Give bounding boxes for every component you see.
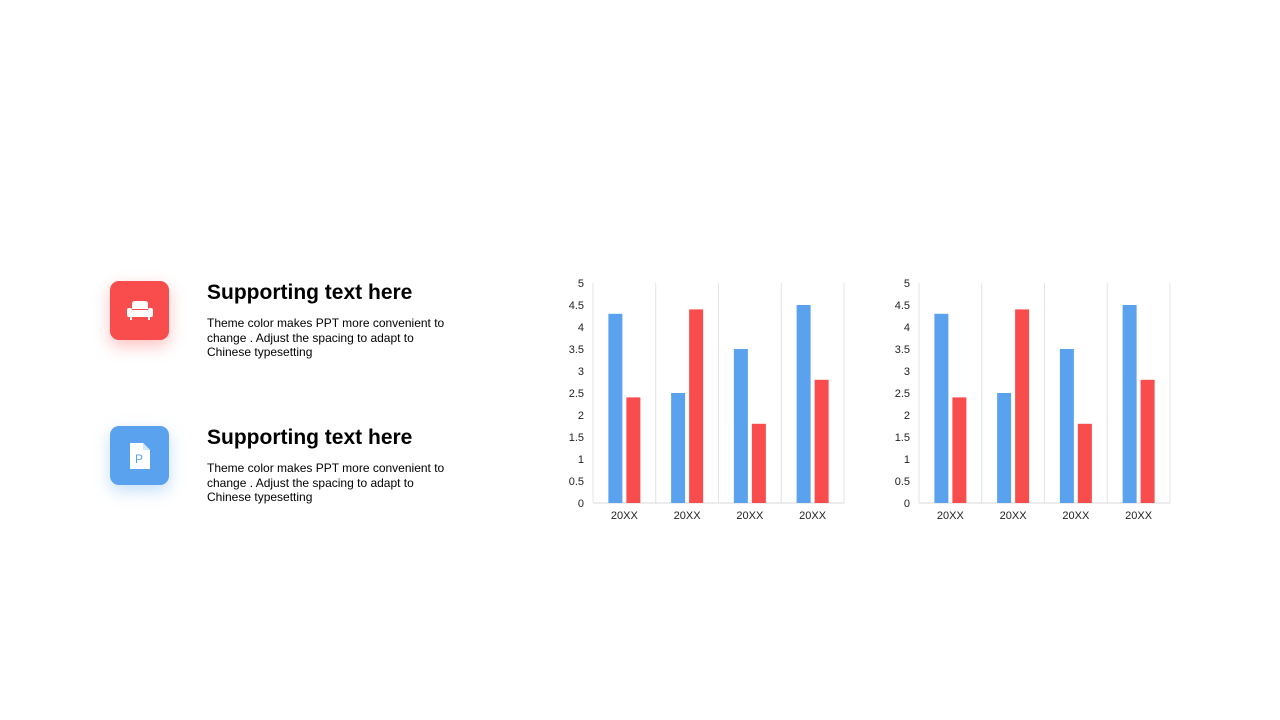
y-tick-label: 5 [904,278,910,290]
sofa-icon [126,300,153,320]
y-tick-label: 3 [578,366,584,378]
x-tick-label: 20XX [799,510,827,522]
bar-series-2 [1077,423,1092,503]
bar-series-1 [1122,305,1137,503]
bar-chart-1: 0 0.5 1 1.5 2 2.5 3 3.5 4 4.5 5 20XX 20XX 20XX 20XX [560,270,860,530]
y-tick-label: 1 [904,454,910,466]
y-tick-label: 4.5 [895,300,910,312]
y-tick-label: 4 [904,322,910,334]
y-tick-label: 4.5 [569,300,584,312]
x-tick-label: 20XX [736,510,764,522]
feature-description: Theme color makes PPT more convenient to… [207,316,445,359]
bar-series-2 [1015,309,1030,503]
y-tick-label: 5 [578,278,584,290]
y-tick-label: 3.5 [895,344,910,356]
feature-icon-box [110,281,169,340]
bar-series-2 [751,423,766,503]
feature-title: Supporting text here [207,281,413,304]
x-tick-label: 20XX [1000,510,1028,522]
bar-chart-2-svg: 0 0.5 1 1.5 2 2.5 3 3.5 4 4.5 5 20XX 20XX 20XX 20XX [895,278,1171,522]
bar-series-1 [796,305,811,503]
x-tick-label: 20XX [1062,510,1090,522]
feature-title: Supporting text here [207,426,413,449]
feature-description: Theme color makes PPT more convenient to… [207,461,445,504]
bar-series-1 [934,313,949,503]
feature-item-1: Supporting text here Theme color makes P… [110,281,470,359]
y-tick-label: 0.5 [569,476,584,488]
bar-series-2 [814,379,829,503]
svg-text:P: P [135,452,143,466]
y-tick-label: 1 [578,454,584,466]
bar-series-1 [1059,349,1074,503]
bar-series-1 [608,313,623,503]
bar-series-1 [733,349,748,503]
bar-series-2 [689,309,704,503]
x-tick-label: 20XX [1125,510,1153,522]
bar-series-2 [626,397,641,503]
document-p-icon: P [129,442,150,469]
y-tick-label: 2 [578,410,584,422]
x-tick-label: 20XX [611,510,639,522]
y-tick-label: 3 [904,366,910,378]
y-tick-label: 2.5 [895,388,910,400]
y-tick-label: 4 [578,322,584,334]
y-tick-label: 1.5 [895,432,910,444]
y-tick-label: 0.5 [895,476,910,488]
y-tick-label: 2.5 [569,388,584,400]
bar-chart-2: 0 0.5 1 1.5 2 2.5 3 3.5 4 4.5 5 20XX 20XX 20XX 20XX [886,270,1186,530]
y-tick-label: 2 [904,410,910,422]
bar-series-2 [1140,379,1155,503]
bar-series-1 [997,393,1012,503]
bar-series-1 [671,393,686,503]
bar-chart-1-svg: 0 0.5 1 1.5 2 2.5 3 3.5 4 4.5 5 20XX 20XX 20XX 20XX [569,278,845,522]
feature-item-2: P Supporting text here Theme color makes… [110,426,470,504]
x-tick-label: 20XX [937,510,965,522]
feature-icon-box: P [110,426,169,485]
x-tick-label: 20XX [674,510,702,522]
y-tick-label: 0 [578,498,584,510]
y-tick-label: 0 [904,498,910,510]
bar-series-2 [952,397,967,503]
y-tick-label: 3.5 [569,344,584,356]
y-tick-label: 1.5 [569,432,584,444]
